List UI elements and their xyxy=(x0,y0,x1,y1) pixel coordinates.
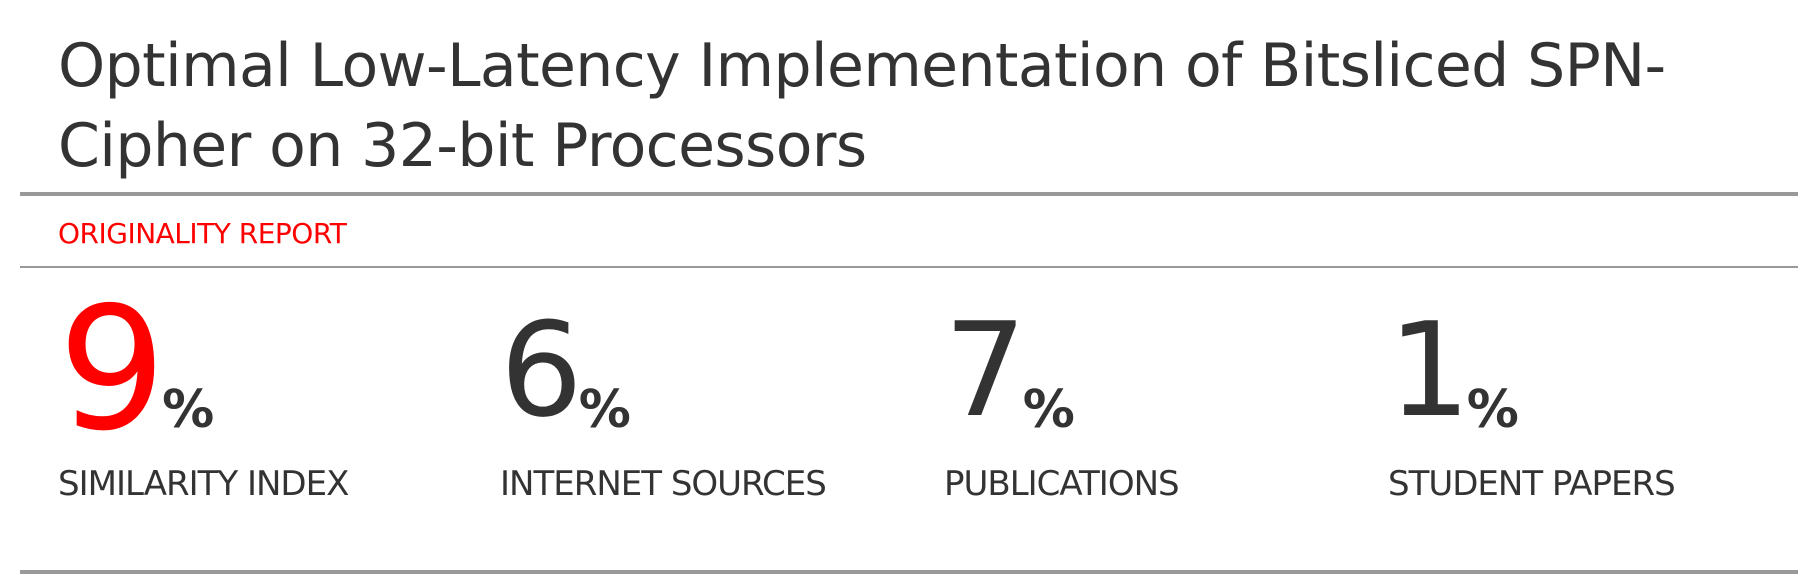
middle-divider xyxy=(20,266,1798,268)
publications-value: 7 xyxy=(944,294,1027,446)
document-title: Optimal Low-Latency Implementation of Bi… xyxy=(58,31,1666,181)
originality-report-label: ORIGINALITY REPORT xyxy=(58,217,347,250)
bottom-divider xyxy=(20,570,1798,574)
similarity-index-label: SIMILARITY INDEX xyxy=(58,464,349,504)
internet-sources-label: INTERNET SOURCES xyxy=(500,464,827,504)
internet-sources-value: 6 xyxy=(500,294,583,446)
student-papers-label: STUDENT PAPERS xyxy=(1388,464,1676,504)
similarity-index-value: 9 xyxy=(58,271,166,469)
publications-label: PUBLICATIONS xyxy=(944,464,1180,504)
percent-sign: % xyxy=(1466,380,1519,440)
stat-value-row: 7% xyxy=(944,290,1075,450)
percent-sign: % xyxy=(162,380,215,440)
percent-sign: % xyxy=(578,380,631,440)
percent-sign: % xyxy=(1022,380,1075,440)
stat-value-row: 6% xyxy=(500,290,631,450)
student-papers-value: 1 xyxy=(1388,294,1471,446)
stat-value-row: 1% xyxy=(1388,290,1519,450)
stat-value-row: 9% xyxy=(58,271,215,469)
top-divider xyxy=(20,192,1798,196)
